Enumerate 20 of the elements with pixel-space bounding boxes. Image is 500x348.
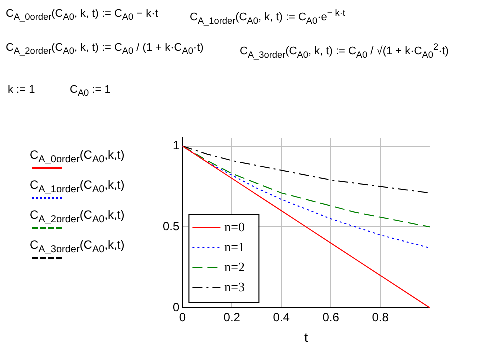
text: C$_{A0}$ := 1: [70, 84, 111, 98]
x-axis-title: t: [304, 330, 309, 345]
text: C$_{A_0order}$(C$_{A0}$,k,t) C$_{A_1order}$(C$_{A0}$,k,t) C$_{A_2order}$(C$_{A0}$,k,t) C$_{A_3order}$(C$_{A0}$,k,t): [30, 148, 125, 256]
legend-label: n=3: [224, 279, 246, 294]
y-tick-label: 0: [172, 300, 180, 314]
text: C$_{A_2order}$(C$_{A0}$, k, t) := C$_{A0}$ / (1 + k·C$_{A0}$·t): [6, 42, 204, 56]
line-series: [182, 146, 430, 194]
legend-label: n=1: [224, 239, 246, 254]
x-tick-label: 0.4: [273, 310, 290, 325]
text: C$_{A_3order}$(C$_{A0}$, k, t) := C$_{A0}$ / √(1 + k·C$_{A0}$$^{2}$·t): [240, 42, 449, 60]
x-tick-label: 0.2: [224, 310, 241, 325]
text: C$_{A_0order}$(C$_{A0}$, k, t) := C$_{A0}$ − k·t: [6, 8, 158, 22]
x-tick-label: 0.6: [322, 310, 340, 325]
x-tick-label: 0.8: [372, 310, 390, 325]
y-tick-label: 1: [172, 138, 180, 153]
text: k := 1: [8, 84, 36, 96]
y-tick-label: 0.5: [162, 219, 180, 234]
legend-label: n=2: [224, 259, 246, 274]
legend-label: n=0: [224, 219, 246, 234]
text: C$_{A_1order}$(C$_{A0}$, k, t) := C$_{A0}$·e$^{− k·t}$: [190, 8, 346, 26]
